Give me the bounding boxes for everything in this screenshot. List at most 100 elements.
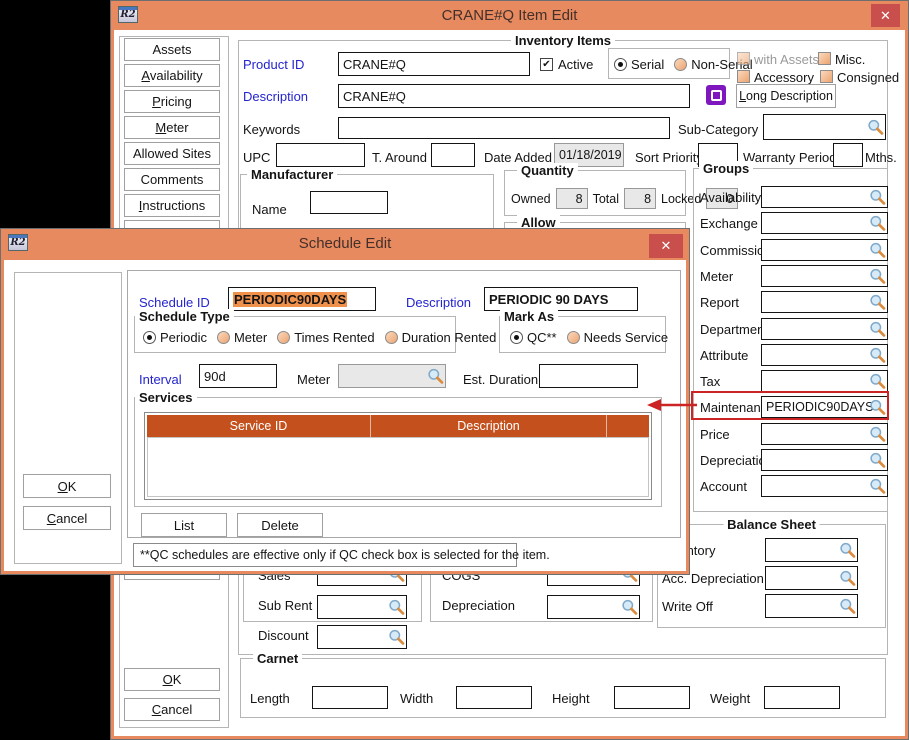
magnifier-icon[interactable] [869, 452, 886, 469]
item-edit-titlebar[interactable]: R2 CRANE#Q Item Edit ✕ [111, 1, 908, 30]
consigned-checkbox[interactable] [820, 70, 833, 83]
warranty-period-field[interactable] [833, 143, 863, 167]
description-field[interactable]: CRANE#Q [338, 84, 690, 108]
carnet-height-field[interactable] [614, 686, 690, 709]
groups-tax-label: Tax [700, 374, 721, 389]
magnifier-icon[interactable] [839, 570, 856, 587]
meter-radio[interactable] [216, 331, 230, 344]
est-duration-field[interactable] [539, 364, 638, 388]
purple-notes-icon[interactable] [706, 85, 726, 105]
total-field: 8 [624, 188, 657, 209]
groups-tax-field[interactable] [761, 370, 888, 392]
sub-category-field[interactable] [763, 114, 886, 140]
carnet-weight-field[interactable] [764, 686, 840, 709]
schedule-type-legend: Schedule Type [135, 309, 234, 324]
magnifier-icon[interactable] [388, 629, 405, 646]
groups-meter-field[interactable] [761, 265, 888, 287]
magnifier-icon[interactable] [869, 347, 886, 364]
periodic-radio[interactable] [143, 331, 156, 344]
t-around-field[interactable] [431, 143, 475, 167]
magnifier-icon[interactable] [839, 542, 856, 559]
schedule-ok-button[interactable]: OK [23, 474, 111, 498]
carnet-width-field[interactable] [456, 686, 532, 709]
magnifier-icon[interactable] [869, 321, 886, 338]
sidebar-item-comments[interactable]: Comments [124, 168, 220, 191]
balance-sheet-group: Balance Sheet [657, 517, 886, 628]
gl-depreciation-field[interactable] [547, 595, 640, 619]
sidebar-item-meter[interactable]: Meter [124, 116, 220, 139]
groups-availability-field[interactable] [761, 186, 888, 208]
non-serial-radio[interactable] [674, 58, 688, 71]
sidebar-item-assets[interactable]: Assets [124, 38, 220, 61]
groups-exchange-field[interactable] [761, 212, 888, 234]
services-table-body[interactable] [147, 437, 649, 497]
schedule-edit-titlebar[interactable]: R2 Schedule Edit ✕ [1, 229, 689, 260]
needs-service-radio[interactable] [566, 331, 580, 344]
schedule-edit-body: OK Cancel Schedule ID PERIODIC90DAYS Des… [4, 260, 686, 571]
magnifier-icon[interactable] [869, 478, 886, 495]
item-edit-window-title: CRANE#Q Item Edit [441, 7, 578, 24]
description-column-header[interactable]: Description [371, 415, 607, 437]
magnifier-icon[interactable] [869, 189, 886, 206]
product-id-field[interactable]: CRANE#Q [338, 52, 530, 76]
cancel-button[interactable]: Cancel [124, 698, 220, 721]
magnifier-icon[interactable] [427, 368, 444, 385]
magnifier-icon[interactable] [869, 215, 886, 232]
schedule-description-field[interactable]: PERIODIC 90 DAYS [484, 287, 638, 311]
groups-attribute-field[interactable] [761, 344, 888, 366]
groups-commission-field[interactable] [761, 239, 888, 261]
magnifier-icon[interactable] [388, 599, 405, 616]
groups-report-field[interactable] [761, 291, 888, 313]
groups-maintenance-field[interactable]: PERIODIC90DAYS [761, 396, 888, 418]
upc-field[interactable] [276, 143, 365, 167]
long-description-button[interactable]: Long Description [736, 84, 836, 108]
schedule-type-group: Schedule Type Periodic Meter Times Rente… [134, 309, 496, 353]
misc-checkbox[interactable] [818, 52, 831, 65]
keywords-field[interactable] [338, 117, 670, 139]
magnifier-icon[interactable] [869, 294, 886, 311]
magnifier-icon[interactable] [869, 399, 886, 416]
accessory-checkbox[interactable] [737, 70, 750, 83]
groups-account-field[interactable] [761, 475, 888, 497]
magnifier-icon[interactable] [867, 119, 884, 136]
sidebar-item-allowed-sites[interactable]: Allowed Sites [124, 142, 220, 165]
qc-radio[interactable] [510, 331, 523, 344]
groups-department-field[interactable] [761, 318, 888, 340]
periodic-label: Periodic [160, 330, 207, 345]
times-rented-radio[interactable] [277, 331, 291, 344]
selected-text: PERIODIC90DAYS [233, 291, 348, 307]
consigned-label: Consigned [837, 70, 900, 85]
groups-price-field[interactable] [761, 423, 888, 445]
manufacturer-name-field[interactable] [310, 191, 388, 214]
list-button[interactable]: List [141, 513, 227, 537]
carnet-length-field[interactable] [312, 686, 388, 709]
quantity-row: Owned 8 Total 8 Locked 0 [511, 188, 739, 209]
bs-inventory-field[interactable] [765, 538, 858, 562]
close-icon[interactable]: ✕ [649, 234, 683, 258]
sidebar-item-instructions[interactable]: Instructions [124, 194, 220, 217]
magnifier-icon[interactable] [869, 373, 886, 390]
groups-depreciation-field[interactable] [761, 449, 888, 471]
sidebar-item-pricing[interactable]: Pricing [124, 90, 220, 113]
discount-field[interactable] [317, 625, 407, 649]
magnifier-icon[interactable] [869, 268, 886, 285]
service-id-column-header[interactable]: Service ID [147, 415, 371, 437]
active-checkbox[interactable] [540, 58, 553, 71]
duration-rented-radio[interactable] [384, 331, 398, 344]
warranty-period-unit: Mths. [865, 150, 897, 165]
interval-field[interactable]: 90d [199, 364, 277, 388]
magnifier-icon[interactable] [869, 242, 886, 259]
bs-write-off-field[interactable] [765, 594, 858, 618]
sub-rent-field[interactable] [317, 595, 407, 619]
magnifier-icon[interactable] [621, 599, 638, 616]
close-icon[interactable]: ✕ [871, 4, 900, 27]
delete-button[interactable]: Delete [237, 513, 323, 537]
bs-acc-depreciation-field[interactable] [765, 566, 858, 590]
schedule-id-field[interactable]: PERIODIC90DAYS [228, 287, 376, 311]
sidebar-item-availability[interactable]: Availability [124, 64, 220, 87]
magnifier-icon[interactable] [839, 598, 856, 615]
schedule-cancel-button[interactable]: Cancel [23, 506, 111, 530]
magnifier-icon[interactable] [869, 426, 886, 443]
serial-radio[interactable] [614, 58, 627, 71]
ok-button[interactable]: OK [124, 668, 220, 691]
